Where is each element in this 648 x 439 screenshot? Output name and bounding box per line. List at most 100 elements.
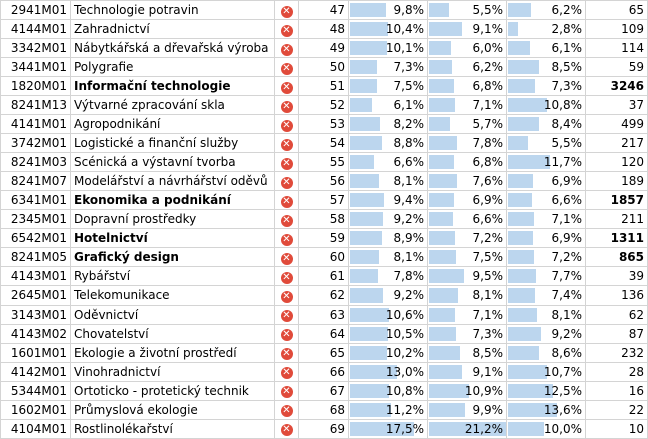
percent-bar-cell[interactable]: 10,5% xyxy=(348,323,428,344)
rank-cell[interactable]: 47 xyxy=(298,0,349,21)
table-row[interactable]: 4104M01 Rostlinolékařství ✕ 69 17,5% 21,2% 10,… xyxy=(0,418,648,439)
percent-bar-cell[interactable]: 7,2% xyxy=(427,228,507,249)
status-cell[interactable]: ✕ xyxy=(274,152,299,173)
rank-cell[interactable]: 51 xyxy=(298,76,349,97)
table-row[interactable]: 6542M01 Hotelnictví ✕ 59 8,9% 7,2% 6,9% 1311 xyxy=(0,228,648,249)
code-cell[interactable]: 4141M01 xyxy=(0,114,71,135)
rank-cell[interactable]: 55 xyxy=(298,152,349,173)
table-row[interactable]: 2941M01 Technologie potravin ✕ 47 9,8% 5,5% 6,… xyxy=(0,0,648,21)
rank-cell[interactable]: 49 xyxy=(298,38,349,59)
name-cell[interactable]: Oděvnictví xyxy=(70,304,275,325)
count-cell[interactable]: 136 xyxy=(585,285,648,306)
status-cell[interactable]: ✕ xyxy=(274,209,299,230)
code-cell[interactable]: 2345M01 xyxy=(0,209,71,230)
name-cell[interactable]: Informační technologie xyxy=(70,76,275,97)
code-cell[interactable]: 1820M01 xyxy=(0,76,71,97)
name-cell[interactable]: Modelářství a návrhářství oděvů xyxy=(70,171,275,192)
count-cell[interactable]: 865 xyxy=(585,247,648,268)
status-cell[interactable]: ✕ xyxy=(274,57,299,78)
rank-cell[interactable]: 65 xyxy=(298,342,349,363)
name-cell[interactable]: Nábytkářská a dřevařská výroba xyxy=(70,38,275,59)
percent-bar-cell[interactable]: 9,2% xyxy=(348,209,428,230)
count-cell[interactable]: 217 xyxy=(585,133,648,154)
percent-bar-cell[interactable]: 6,9% xyxy=(506,171,586,192)
count-cell[interactable]: 65 xyxy=(585,0,648,21)
code-cell[interactable]: 4142M01 xyxy=(0,361,71,382)
status-cell[interactable]: ✕ xyxy=(274,76,299,97)
count-cell[interactable]: 39 xyxy=(585,266,648,287)
percent-bar-cell[interactable]: 6,1% xyxy=(348,95,428,116)
table-row[interactable]: 2345M01 Dopravní prostředky ✕ 58 9,2% 6,6% 7,1… xyxy=(0,209,648,230)
percent-bar-cell[interactable]: 7,3% xyxy=(348,57,428,78)
code-cell[interactable]: 8241M03 xyxy=(0,152,71,173)
table-row[interactable]: 5344M01 Ortoticko - protetický technik ✕ 67… xyxy=(0,380,648,401)
name-cell[interactable]: Ekologie a životní prostředí xyxy=(70,342,275,363)
name-cell[interactable]: Telekomunikace xyxy=(70,285,275,306)
name-cell[interactable]: Rostlinolékařství xyxy=(70,418,275,439)
name-cell[interactable]: Rybářství xyxy=(70,266,275,287)
name-cell[interactable]: Ortoticko - protetický technik xyxy=(70,380,275,401)
count-cell[interactable]: 22 xyxy=(585,399,648,420)
status-cell[interactable]: ✕ xyxy=(274,323,299,344)
table-row[interactable]: 1602M01 Průmyslová ekologie ✕ 68 11,2% 9,9% 13… xyxy=(0,399,648,420)
name-cell[interactable]: Polygrafie xyxy=(70,57,275,78)
name-cell[interactable]: Scénická a výstavní tvorba xyxy=(70,152,275,173)
percent-bar-cell[interactable]: 10,8% xyxy=(348,380,428,401)
percent-bar-cell[interactable]: 10,2% xyxy=(348,342,428,363)
table-row[interactable]: 8241M07 Modelářství a návrhářství oděvů ✕ 5… xyxy=(0,171,648,192)
percent-bar-cell[interactable]: 6,6% xyxy=(348,152,428,173)
name-cell[interactable]: Chovatelství xyxy=(70,323,275,344)
percent-bar-cell[interactable]: 7,8% xyxy=(427,133,507,154)
count-cell[interactable]: 189 xyxy=(585,171,648,192)
status-cell[interactable]: ✕ xyxy=(274,0,299,21)
count-cell[interactable]: 3246 xyxy=(585,76,648,97)
rank-cell[interactable]: 67 xyxy=(298,380,349,401)
percent-bar-cell[interactable]: 6,1% xyxy=(506,38,586,59)
percent-bar-cell[interactable]: 9,5% xyxy=(427,266,507,287)
status-cell[interactable]: ✕ xyxy=(274,133,299,154)
count-cell[interactable]: 109 xyxy=(585,19,648,40)
code-cell[interactable]: 6341M01 xyxy=(0,190,71,211)
rank-cell[interactable]: 66 xyxy=(298,361,349,382)
percent-bar-cell[interactable]: 21,2% xyxy=(427,418,507,439)
rank-cell[interactable]: 57 xyxy=(298,190,349,211)
code-cell[interactable]: 2645M01 xyxy=(0,285,71,306)
status-cell[interactable]: ✕ xyxy=(274,399,299,420)
count-cell[interactable]: 59 xyxy=(585,57,648,78)
code-cell[interactable]: 3441M01 xyxy=(0,57,71,78)
count-cell[interactable]: 114 xyxy=(585,38,648,59)
percent-bar-cell[interactable]: 13,0% xyxy=(348,361,428,382)
name-cell[interactable]: Agropodnikání xyxy=(70,114,275,135)
status-cell[interactable]: ✕ xyxy=(274,190,299,211)
code-cell[interactable]: 1602M01 xyxy=(0,399,71,420)
percent-bar-cell[interactable]: 7,3% xyxy=(427,323,507,344)
percent-bar-cell[interactable]: 10,7% xyxy=(506,361,586,382)
code-cell[interactable]: 4143M01 xyxy=(0,266,71,287)
table-row[interactable]: 4143M01 Rybářství ✕ 61 7,8% 9,5% 7,7% 39 xyxy=(0,266,648,287)
rank-cell[interactable]: 59 xyxy=(298,228,349,249)
percent-bar-cell[interactable]: 5,5% xyxy=(506,133,586,154)
status-cell[interactable]: ✕ xyxy=(274,285,299,306)
name-cell[interactable]: Hotelnictví xyxy=(70,228,275,249)
count-cell[interactable]: 499 xyxy=(585,114,648,135)
percent-bar-cell[interactable]: 6,0% xyxy=(427,38,507,59)
rank-cell[interactable]: 68 xyxy=(298,399,349,420)
rank-cell[interactable]: 52 xyxy=(298,95,349,116)
percent-bar-cell[interactable]: 6,6% xyxy=(427,209,507,230)
percent-bar-cell[interactable]: 7,1% xyxy=(427,304,507,325)
percent-bar-cell[interactable]: 11,2% xyxy=(348,399,428,420)
percent-bar-cell[interactable]: 7,4% xyxy=(506,285,586,306)
rank-cell[interactable]: 56 xyxy=(298,171,349,192)
percent-bar-cell[interactable]: 10,4% xyxy=(348,19,428,40)
percent-bar-cell[interactable]: 17,5% xyxy=(348,418,428,439)
percent-bar-cell[interactable]: 8,9% xyxy=(348,228,428,249)
percent-bar-cell[interactable]: 8,5% xyxy=(427,342,507,363)
table-row[interactable]: 3143M01 Oděvnictví ✕ 63 10,6% 7,1% 8,1% 62 xyxy=(0,304,648,325)
status-cell[interactable]: ✕ xyxy=(274,19,299,40)
percent-bar-cell[interactable]: 6,9% xyxy=(427,190,507,211)
percent-bar-cell[interactable]: 8,5% xyxy=(506,57,586,78)
percent-bar-cell[interactable]: 6,2% xyxy=(506,0,586,21)
percent-bar-cell[interactable]: 12,5% xyxy=(506,380,586,401)
table-row[interactable]: 3441M01 Polygrafie ✕ 50 7,3% 6,2% 8,5% 59 xyxy=(0,57,648,78)
rank-cell[interactable]: 69 xyxy=(298,418,349,439)
